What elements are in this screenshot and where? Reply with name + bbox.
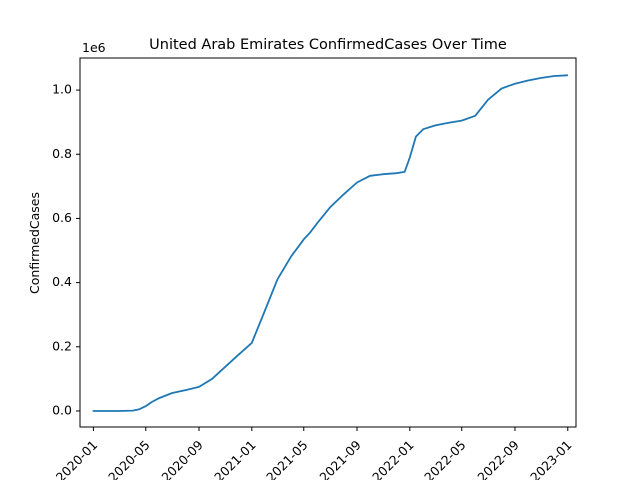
y-axis-label: ConfirmedCases xyxy=(27,192,42,294)
y-tick-label: 1.0 xyxy=(52,82,72,97)
chart-title: United Arab Emirates ConfirmedCases Over… xyxy=(149,37,507,53)
y-tick-label: 0.0 xyxy=(52,402,72,417)
y-tick-label: 0.8 xyxy=(52,146,72,161)
axes-frame xyxy=(79,57,577,428)
y-tick-label: 0.6 xyxy=(52,210,72,225)
y-tick-label: 0.4 xyxy=(52,274,72,289)
y-tick-label: 0.2 xyxy=(52,338,72,353)
series-line-confirmed-cases xyxy=(92,74,569,412)
y-offset-label: 1e6 xyxy=(82,40,106,55)
